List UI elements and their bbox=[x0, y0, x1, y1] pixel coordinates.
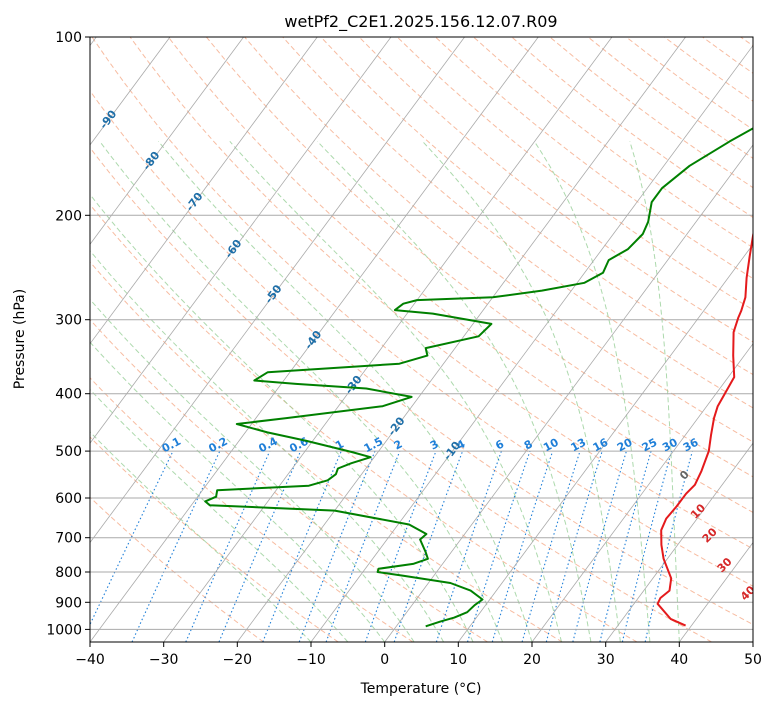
x-tick-label: −20 bbox=[223, 652, 253, 668]
mixing-ratio-line bbox=[262, 450, 342, 642]
mixing-ratio-line bbox=[599, 450, 652, 642]
mixing-ratio-line bbox=[325, 450, 401, 642]
background-lines bbox=[90, 37, 753, 642]
axis-ticks: −40 −30 −20 −10 0 10 20 30 40 50 100 200 300 400 500 60… bbox=[46, 30, 762, 668]
mixing-ratio-line bbox=[491, 450, 554, 642]
dry-adiabat-line bbox=[90, 90, 753, 626]
dry-adiabat-line bbox=[244, 37, 753, 443]
mixing-ratio-label: 36 bbox=[681, 436, 701, 455]
skew-isotherm-line bbox=[163, 37, 613, 642]
mixing-ratio-label: 10 bbox=[541, 436, 561, 455]
dry-adiabat-line bbox=[396, 37, 753, 311]
y-tick-label: 600 bbox=[55, 491, 82, 507]
skew-isotherm-line bbox=[90, 37, 244, 245]
mixing-ratio-label: 30 bbox=[660, 436, 680, 455]
y-tick-label: 400 bbox=[55, 387, 82, 403]
y-tick-label: 200 bbox=[55, 208, 82, 224]
moist-adiabat-line bbox=[90, 341, 386, 642]
x-tick-label: 0 bbox=[380, 652, 389, 668]
moist-adiabat-line bbox=[90, 298, 415, 642]
x-tick-label: 10 bbox=[449, 652, 467, 668]
moist-adiabat-line bbox=[90, 250, 445, 642]
y-axis-label: Pressure (hPa) bbox=[12, 289, 28, 389]
skew-isotherm-line bbox=[457, 243, 753, 642]
moist-adiabat-line bbox=[90, 431, 312, 642]
x-tick-label: 30 bbox=[597, 652, 615, 668]
skew-isotherm-line bbox=[90, 37, 392, 444]
moist-adiabat-line bbox=[90, 193, 474, 642]
x-axis-label: Temperature (°C) bbox=[360, 681, 482, 697]
dry-adiabat-line bbox=[90, 203, 638, 642]
y-tick-label: 300 bbox=[55, 313, 82, 329]
y-tick-label: 500 bbox=[55, 444, 82, 460]
mixing-ratio-line bbox=[364, 450, 437, 642]
dewpoint-line bbox=[204, 127, 753, 628]
skew-isotherm-line bbox=[310, 44, 753, 642]
x-tick-label: −10 bbox=[296, 652, 326, 668]
skew-isotherm-line bbox=[90, 37, 171, 146]
mixing-ratio-line bbox=[572, 450, 627, 642]
mixing-ratio-line bbox=[185, 450, 271, 642]
profile-lines bbox=[204, 127, 753, 628]
y-tick-label: 700 bbox=[55, 531, 82, 547]
x-tick-label: 50 bbox=[744, 652, 762, 668]
mixing-ratio-line bbox=[521, 450, 581, 642]
y-tick-label: 100 bbox=[55, 30, 82, 46]
x-tick-label: 40 bbox=[670, 652, 688, 668]
mixing-ratio-line bbox=[621, 450, 673, 642]
x-tick-label: 20 bbox=[523, 652, 541, 668]
mixing-ratio-line bbox=[218, 450, 302, 642]
mixing-ratio-label: 25 bbox=[640, 436, 660, 455]
x-tick-label: −30 bbox=[149, 652, 179, 668]
dry-adiabat-line bbox=[282, 37, 753, 409]
dry-adiabat-line bbox=[90, 261, 563, 642]
mixing-ratio-line bbox=[298, 450, 376, 642]
plot-frame bbox=[89, 36, 754, 643]
x-tick-label: −40 bbox=[75, 652, 105, 668]
skew-isotherm-line bbox=[90, 37, 539, 642]
mixing-ratio-line bbox=[545, 450, 603, 642]
y-tick-label: 1000 bbox=[46, 622, 82, 638]
y-tick-label: 800 bbox=[55, 565, 82, 581]
skew-isotherm-line bbox=[605, 442, 753, 642]
mixing-ratio-line bbox=[435, 450, 502, 642]
temperature-line bbox=[656, 231, 753, 627]
mixing-ratio-label: 20 bbox=[615, 436, 635, 455]
y-tick-label: 900 bbox=[55, 595, 82, 611]
dry-adiabat-line bbox=[167, 37, 753, 513]
mixing-ratio-line bbox=[466, 450, 531, 642]
skew-isotherm-line bbox=[531, 343, 753, 642]
skew-isotherm-line bbox=[90, 37, 465, 544]
skew-isotherm-line bbox=[384, 144, 753, 642]
skew-isotherm-line bbox=[90, 37, 318, 345]
chart-title: wetPf2_C2E1.2025.156.12.07.R09 bbox=[284, 12, 557, 32]
mixing-ratio-label: 13 bbox=[569, 436, 589, 455]
mixing-ratio-label: 16 bbox=[591, 436, 611, 455]
dry-adiabat-line bbox=[90, 146, 712, 642]
